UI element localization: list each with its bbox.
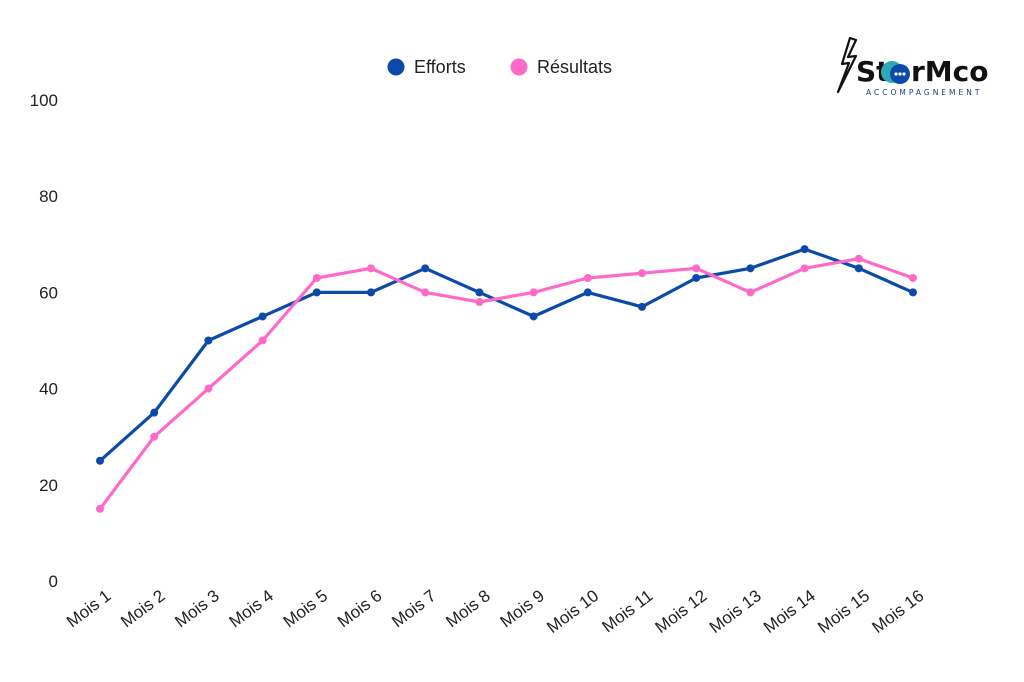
x-tick-label: Mois 2	[117, 586, 168, 631]
data-point	[529, 312, 538, 321]
x-axis-ticks: Mois 1 Mois 2 Mois 3 Mois 4 Mois 5 Mois 6 Mois…	[63, 586, 927, 637]
data-point	[583, 288, 592, 297]
data-point	[421, 288, 430, 297]
series-line-1	[98, 257, 915, 511]
data-point	[204, 336, 213, 345]
x-tick-label: Mois 15	[814, 586, 873, 637]
lightning-bolt-icon	[836, 36, 858, 94]
data-point	[746, 288, 755, 297]
x-tick-label: Mois 13	[706, 586, 765, 637]
y-tick-label: 60	[39, 283, 58, 302]
legend-label: Efforts	[414, 57, 466, 77]
y-tick-label: 80	[39, 187, 58, 206]
x-tick-label: Mois 11	[598, 586, 656, 636]
x-tick-label: Mois 10	[543, 586, 602, 637]
data-point	[800, 264, 809, 273]
data-point	[150, 408, 159, 417]
x-tick-label: Mois 12	[652, 586, 711, 637]
data-point	[312, 273, 321, 282]
data-point	[475, 288, 484, 297]
y-tick-label: 100	[30, 91, 58, 110]
data-point	[367, 264, 375, 273]
data-point	[529, 288, 538, 297]
legend-label: Résultats	[537, 57, 612, 77]
legend: Efforts Résultats	[387, 57, 612, 77]
x-tick-label: Mois 4	[226, 586, 277, 631]
logo-brand-tail: rMco	[911, 55, 989, 88]
y-tick-label: 20	[39, 476, 58, 495]
series-points	[96, 245, 917, 513]
data-point	[421, 264, 430, 273]
series-lines	[98, 247, 915, 511]
x-tick-label: Mois 3	[171, 586, 222, 631]
data-point	[692, 264, 701, 273]
starmco-logo: St rMco ACCOMPAGNEMENT	[836, 36, 989, 97]
data-point	[312, 288, 321, 297]
data-point	[800, 245, 809, 254]
legend-marker	[387, 58, 405, 76]
data-point	[258, 336, 267, 345]
data-point	[909, 288, 917, 297]
data-point	[854, 264, 863, 273]
data-point	[638, 302, 646, 311]
y-axis-ticks: 0 20 40 60 80 100	[30, 91, 58, 591]
series-line-0	[98, 247, 915, 463]
data-point	[367, 288, 375, 297]
data-point	[638, 269, 646, 278]
data-point	[909, 273, 917, 282]
x-tick-label: Mois 1	[63, 586, 114, 631]
x-tick-label: Mois 9	[497, 586, 548, 631]
data-point	[475, 298, 484, 307]
logo-tagline: ACCOMPAGNEMENT	[866, 88, 982, 97]
data-point	[692, 273, 701, 282]
chat-bubble-icon	[881, 61, 910, 84]
x-tick-label: Mois 6	[334, 586, 385, 631]
x-tick-label: Mois 16	[868, 586, 927, 637]
data-point	[583, 273, 592, 282]
x-tick-label: Mois 8	[442, 586, 493, 631]
data-point	[96, 504, 104, 513]
legend-marker	[510, 58, 528, 76]
x-tick-label: Mois 14	[760, 586, 819, 637]
data-point	[854, 254, 863, 263]
x-tick-label: Mois 7	[388, 586, 439, 631]
data-point	[746, 264, 755, 273]
x-tick-label: Mois 5	[280, 586, 331, 631]
data-point	[204, 384, 213, 393]
y-tick-label: 40	[39, 380, 58, 399]
data-point	[96, 456, 104, 465]
data-point	[258, 312, 267, 321]
y-tick-label: 0	[49, 572, 58, 591]
data-point	[150, 432, 159, 441]
